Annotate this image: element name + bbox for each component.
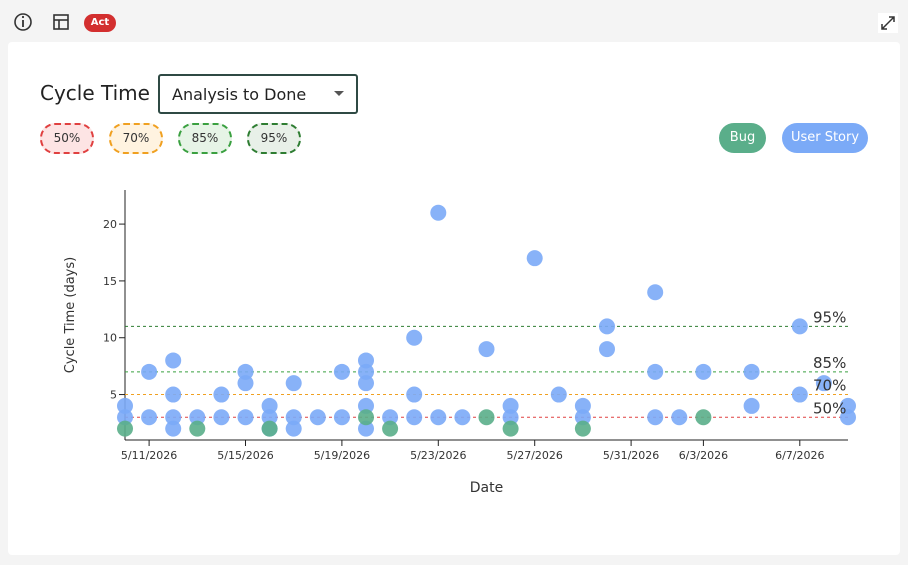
card (8, 42, 900, 555)
legend-button[interactable]: User Story (782, 123, 868, 153)
legend-button[interactable]: Bug (719, 123, 766, 153)
dropdown[interactable]: Analysis to Done (158, 74, 358, 114)
dropdown-arrow (334, 91, 344, 96)
title: Cycle Time (40, 81, 150, 105)
toolbar (14, 13, 898, 33)
dropdown-value: Analysis to Done (172, 85, 307, 104)
expand-icon[interactable] (878, 13, 898, 33)
act-badge[interactable]: Act (84, 14, 116, 32)
percentile-chip[interactable]: 85% (178, 123, 232, 154)
info-icon[interactable] (14, 13, 32, 31)
percentile-chip[interactable]: 95% (247, 123, 301, 154)
percentile-chip[interactable]: 70% (109, 123, 163, 154)
percentile-chip[interactable]: 50% (40, 123, 94, 154)
table-icon[interactable] (53, 14, 69, 30)
